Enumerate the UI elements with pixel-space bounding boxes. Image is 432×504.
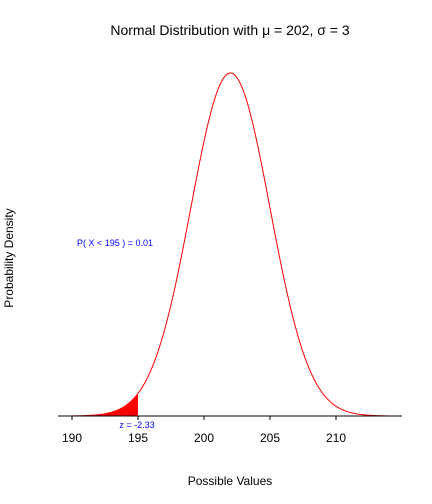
y-axis-title: Probability Density [2, 208, 16, 307]
x-tick-label: 205 [260, 431, 280, 445]
density-curve-layer [72, 72, 389, 417]
x-axis: 190 195 200 205 210 [58, 415, 402, 445]
x-tick-label: 195 [128, 431, 148, 445]
probability-annotation: P( X < 195 ) = 0.01 [77, 238, 153, 248]
x-tick-label: 200 [194, 431, 214, 445]
tail-area-fill [72, 393, 138, 416]
chart-title: Normal Distribution with μ = 202, σ = 3 [110, 22, 349, 38]
x-axis-title: Possible Values [188, 474, 273, 488]
zscore-annotation: z = -2.33 [119, 420, 154, 430]
density-curve [72, 72, 389, 417]
x-tick-label: 190 [62, 431, 82, 445]
x-tick-label: 210 [326, 431, 346, 445]
shaded-tail-area [72, 393, 138, 416]
